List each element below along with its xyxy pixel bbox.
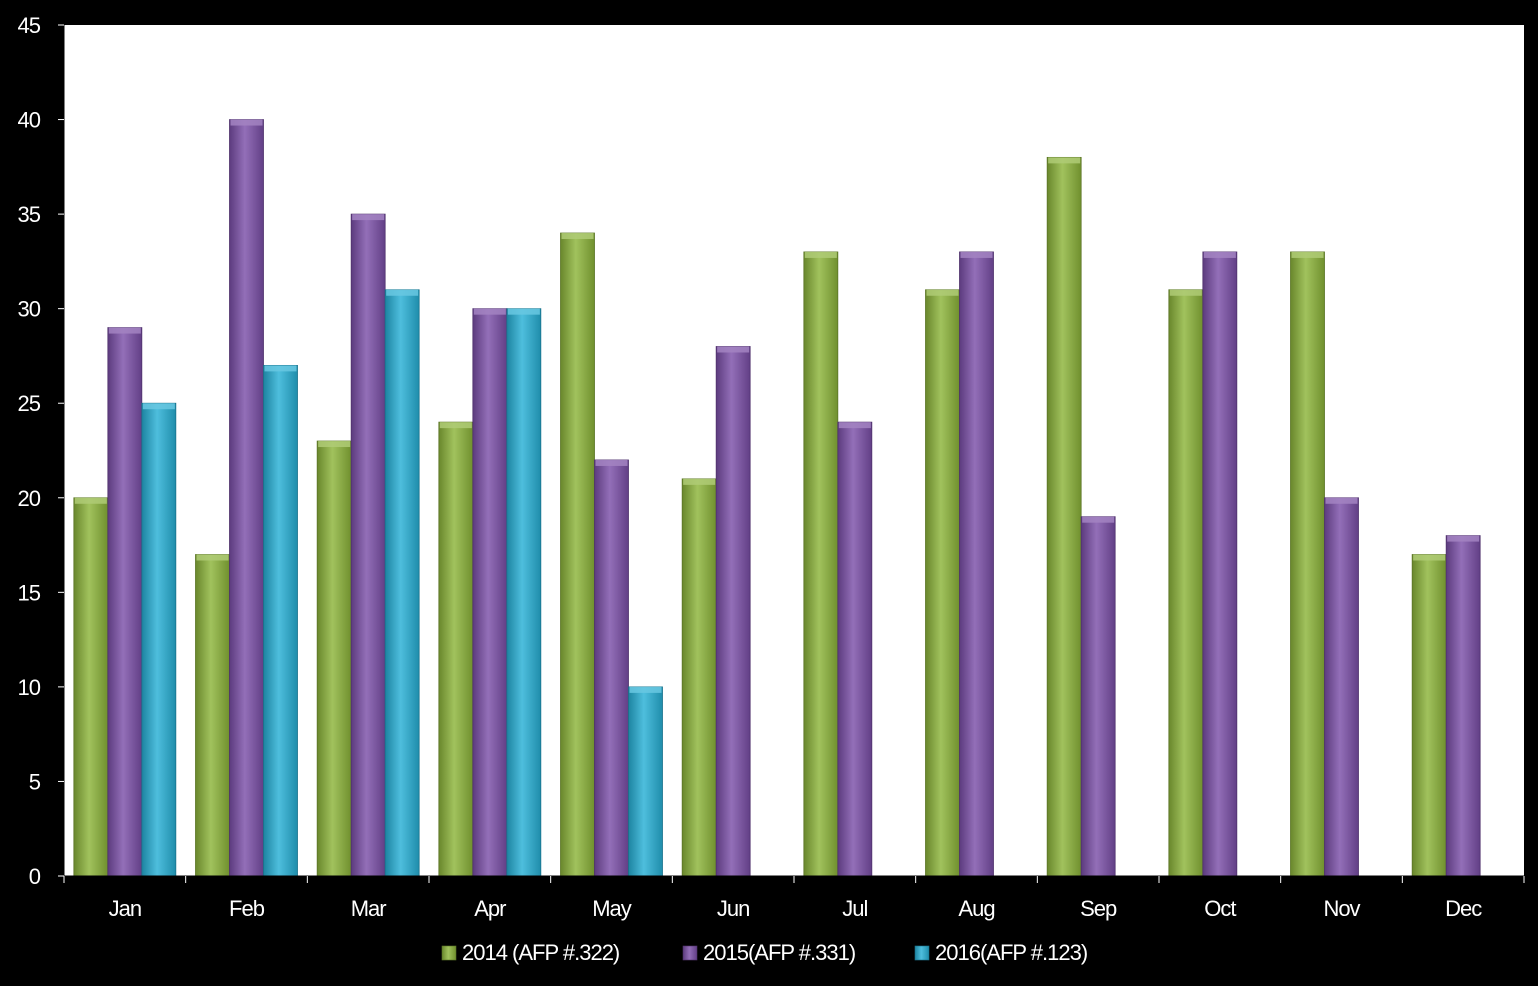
y-tick-label: 45 [18, 13, 41, 38]
bar-cap-oct-series-2 [1203, 251, 1236, 258]
bar-feb-series-1 [195, 554, 230, 877]
bar-cap-may-series-3 [629, 686, 662, 693]
legend-label-series-2: 2015(AFP #.331) [703, 940, 855, 965]
bar-cap-jan-series-1 [74, 497, 107, 504]
bar-mar-series-2 [350, 213, 386, 877]
legend-swatch-series-3 [914, 945, 930, 961]
x-tick-label: May [592, 896, 632, 921]
x-tick-label: Mar [351, 896, 387, 921]
legend-swatch-series-2 [682, 945, 698, 961]
bar-nov-series-1 [1290, 251, 1325, 877]
bar-cap-mar-series-3 [386, 289, 419, 296]
x-tick-label: Sep [1080, 896, 1117, 921]
bar-cap-jun-series-2 [717, 346, 750, 353]
bar-dec-series-2 [1445, 535, 1481, 877]
bar-cap-oct-series-1 [1169, 289, 1202, 296]
x-tick-label: Feb [229, 896, 265, 921]
bar-jan-series-1 [73, 497, 109, 877]
x-tick-label: Jun [717, 896, 749, 921]
bar-cap-jan-series-3 [142, 403, 175, 410]
x-tick-label: Dec [1445, 896, 1482, 921]
x-tick-label: Aug [958, 896, 994, 921]
legend-label-series-1: 2014 (AFP #.322) [462, 940, 619, 965]
bar-cap-may-series-2 [595, 459, 628, 466]
bar-sep-series-2 [1080, 516, 1116, 877]
bar-may-series-1 [560, 232, 595, 877]
bar-jul-series-1 [803, 251, 839, 877]
bar-mar-series-3 [384, 289, 420, 877]
bar-cap-nov-series-2 [1325, 497, 1358, 504]
bar-jan-series-3 [141, 402, 177, 877]
y-tick-label: 10 [18, 675, 41, 700]
bar-jun-series-2 [715, 346, 751, 877]
bar-cap-aug-series-2 [960, 251, 993, 258]
bar-cap-apr-series-2 [473, 308, 506, 315]
bar-may-series-3 [628, 686, 663, 877]
bar-apr-series-3 [506, 308, 542, 877]
bar-cap-aug-series-1 [926, 289, 959, 296]
bar-cap-apr-series-3 [507, 308, 540, 315]
bar-cap-feb-series-3 [264, 365, 297, 372]
bar-cap-feb-series-2 [230, 119, 263, 126]
legend: 2014 (AFP #.322) 2015(AFP #.331) 2016(AFP … [441, 940, 1088, 965]
bar-sep-series-1 [1046, 156, 1082, 877]
bar-cap-jan-series-2 [108, 327, 141, 334]
bar-cap-nov-series-1 [1291, 251, 1324, 258]
bar-feb-series-3 [263, 364, 298, 877]
y-tick-label: 15 [18, 580, 41, 605]
legend-label-series-3: 2016(AFP #.123) [935, 940, 1087, 965]
y-tick-label: 5 [29, 769, 41, 794]
y-tick-label: 25 [18, 391, 41, 416]
bar-mar-series-1 [316, 440, 352, 877]
bar-cap-dec-series-2 [1447, 535, 1480, 542]
bar-cap-feb-series-1 [196, 554, 229, 561]
x-tick-label: Nov [1323, 896, 1360, 921]
bar-cap-may-series-1 [561, 233, 594, 240]
bar-cap-mar-series-1 [318, 441, 351, 448]
bar-oct-series-1 [1168, 289, 1204, 877]
bar-cap-dec-series-1 [1413, 554, 1446, 561]
y-tick-label: 35 [18, 202, 41, 227]
bar-aug-series-1 [925, 289, 960, 877]
y-tick-label: 30 [18, 297, 41, 322]
bar-cap-apr-series-1 [439, 422, 472, 429]
axes-group: 0 5 10 15 20 25 30 35 40 45 Jan Feb Mar Apr May Jun Jul A… [18, 13, 1525, 921]
bar-may-series-2 [594, 459, 629, 877]
plot-area [64, 25, 1524, 876]
bar-feb-series-2 [229, 119, 264, 877]
bar-cap-jul-series-1 [804, 251, 837, 258]
bar-nov-series-2 [1324, 497, 1359, 877]
y-tick-label: 0 [29, 864, 41, 889]
bar-cap-sep-series-1 [1048, 157, 1081, 164]
bar-apr-series-1 [438, 421, 474, 877]
bar-dec-series-1 [1411, 554, 1447, 877]
bar-jan-series-2 [107, 327, 143, 877]
bar-apr-series-2 [472, 308, 508, 877]
x-tick-label: Apr [474, 896, 506, 921]
bar-cap-jun-series-1 [683, 478, 716, 485]
bar-cap-jul-series-2 [838, 422, 871, 429]
y-tick-label: 40 [18, 108, 41, 133]
x-tick-label: Jan [109, 896, 141, 921]
legend-swatch-series-1 [441, 945, 457, 961]
bar-aug-series-2 [959, 251, 994, 877]
bar-jun-series-1 [681, 478, 717, 877]
y-tick-label: 20 [18, 486, 41, 511]
bar-cap-sep-series-2 [1082, 516, 1115, 523]
bar-jul-series-2 [837, 421, 873, 877]
x-tick-label: Jul [842, 896, 867, 921]
bar-cap-mar-series-2 [352, 214, 385, 221]
bar-oct-series-2 [1202, 251, 1238, 877]
x-tick-label: Oct [1204, 896, 1236, 921]
